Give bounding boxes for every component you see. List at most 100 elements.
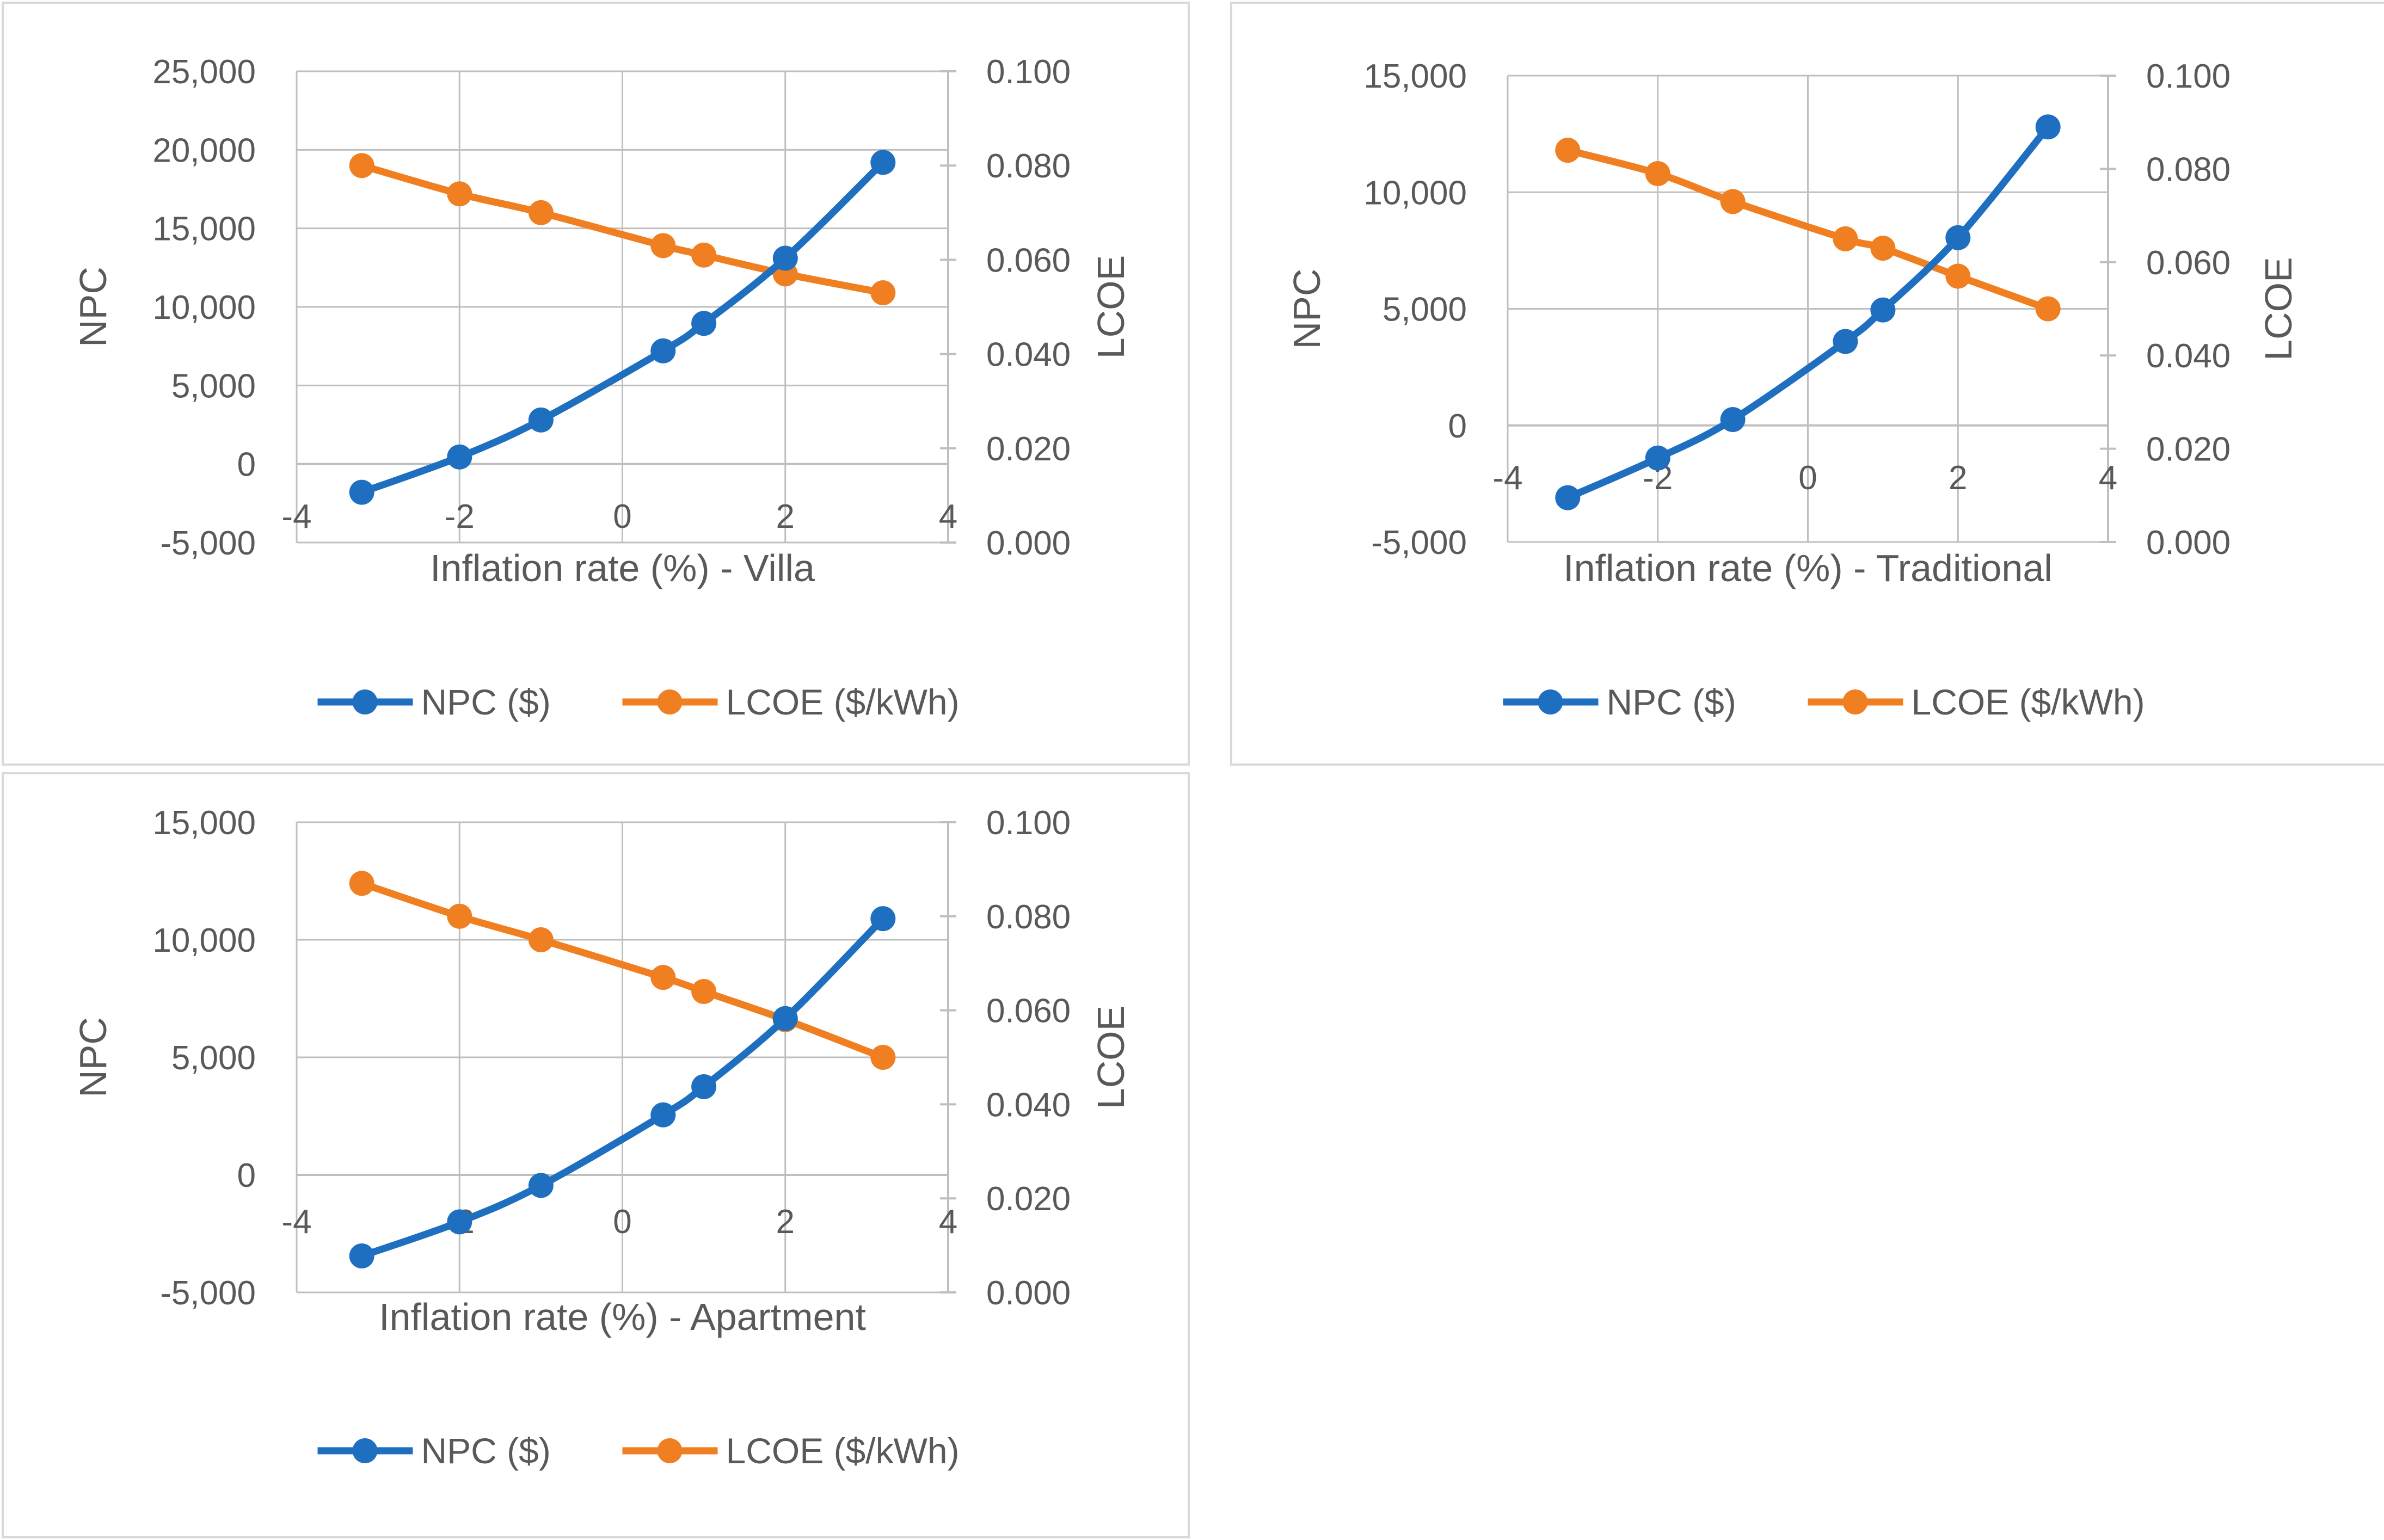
legend-lcoe-label: LCOE ($/kWh) [1912, 682, 2145, 722]
npc-data-point [1945, 225, 1971, 250]
y-tick-label: 25,000 [152, 53, 256, 91]
x-tick-label: 0 [1798, 459, 1817, 497]
y2-tick-label: 0.020 [2146, 431, 2231, 469]
y-axis-title: NPC [72, 1017, 114, 1098]
lcoe-data-point [870, 280, 896, 305]
x-tick-label: -2 [445, 498, 475, 535]
x-tick-label: 2 [1949, 459, 1967, 497]
npc-data-point [772, 245, 798, 271]
lcoe-data-point [349, 153, 374, 178]
npc-data-point [1555, 485, 1581, 510]
y2-tick-label: 0.020 [986, 1180, 1071, 1218]
x-axis-title: Inflation rate (%) - Villa [430, 547, 815, 589]
y2-axis-title: LCOE [1090, 255, 1132, 359]
lcoe-data-point [1645, 161, 1670, 186]
y-tick-label: 5,000 [171, 367, 256, 405]
y-tick-label: 0 [237, 446, 256, 484]
lcoe-data-point [1555, 138, 1581, 163]
y2-tick-label: 0.080 [2146, 151, 2231, 188]
legend-npc-marker [1538, 689, 1563, 714]
y-tick-label: 10,000 [1363, 174, 1467, 212]
y2-tick-label: 0.040 [2146, 337, 2231, 375]
legend-npc-marker [352, 1438, 378, 1463]
npc-data-point [349, 1243, 374, 1268]
lcoe-data-point [447, 181, 472, 207]
npc-data-point [1645, 445, 1670, 471]
legend-lcoe-marker [657, 689, 683, 714]
x-tick-label: 2 [776, 1203, 795, 1241]
lcoe-data-point [691, 979, 717, 1004]
legend-npc-label: NPC ($) [421, 1431, 551, 1471]
npc-data-point [1870, 297, 1896, 323]
lcoe-data-point [2035, 296, 2061, 322]
npc-data-point [1833, 329, 1858, 354]
npc-data-point [1720, 407, 1746, 432]
npc-data-point [870, 906, 896, 932]
lcoe-data-point [528, 200, 554, 225]
legend-npc-marker [352, 689, 378, 714]
y2-tick-label: 0.040 [986, 336, 1071, 374]
npc-data-point [447, 444, 472, 470]
npc-data-point [447, 1209, 472, 1235]
npc-data-point [870, 150, 896, 175]
x-axis-title: Inflation rate (%) - Apartment [379, 1296, 866, 1338]
legend-npc-label: NPC ($) [421, 682, 551, 722]
y-tick-label: -5,000 [1371, 524, 1467, 562]
y-tick-label: 0 [237, 1157, 256, 1194]
lcoe-data-point [447, 903, 472, 929]
legend-npc-label: NPC ($) [1607, 682, 1736, 722]
y-tick-label: 5,000 [1383, 291, 1467, 329]
x-tick-label: -4 [281, 498, 311, 535]
x-tick-label: 2 [776, 498, 795, 535]
chart-frame [2, 2, 1190, 766]
lcoe-data-point [650, 965, 676, 990]
legend-lcoe-marker [657, 1438, 683, 1463]
y-tick-label: -5,000 [160, 1274, 256, 1312]
npc-data-point [650, 1102, 676, 1128]
y2-axis-title: LCOE [2257, 257, 2300, 361]
lcoe-data-point [1720, 189, 1746, 214]
x-tick-label: 0 [613, 498, 631, 535]
y-axis-title: NPC [72, 267, 114, 347]
chart-2: 15,000 10,000 5,000 0 -5,000 0.100 0.080 0.060 0… [1230, 2, 2384, 766]
x-axis-title: Inflation rate (%) - Traditional [1563, 547, 2053, 589]
lcoe-data-point [650, 233, 676, 258]
y-tick-label: 15,000 [1363, 58, 1467, 95]
npc-data-point [528, 1173, 554, 1198]
y-tick-label: 15,000 [152, 211, 256, 248]
y2-tick-label: 0.080 [986, 898, 1071, 936]
y2-tick-label: 0.020 [986, 430, 1071, 468]
y2-tick-label: 0.100 [986, 53, 1071, 91]
legend-lcoe-label: LCOE ($/kWh) [726, 682, 960, 722]
lcoe-data-point [1945, 263, 1971, 289]
x-tick-label: 4 [939, 498, 957, 535]
npc-data-point [528, 407, 554, 433]
y2-tick-label: 0.060 [986, 993, 1071, 1030]
y-tick-label: 0 [1448, 408, 1467, 445]
npc-data-point [650, 338, 676, 364]
npc-data-point [691, 1074, 717, 1099]
y-tick-label: 10,000 [152, 289, 256, 327]
lcoe-data-point [1833, 226, 1858, 251]
chart-3: 15,000 10,000 5,000 0 -5,000 0.100 0.080 0.060 0… [2, 772, 1190, 1538]
y2-axis-title: LCOE [1090, 1006, 1132, 1110]
lcoe-data-point [1870, 236, 1896, 261]
lcoe-data-point [349, 871, 374, 896]
x-tick-label: -4 [281, 1203, 311, 1241]
y2-tick-label: 0.060 [986, 242, 1071, 279]
y2-tick-label: 0.000 [986, 525, 1071, 562]
chart-1: 25,000 20,000 15,000 10,000 5,000 0 -5,000 0.10… [2, 2, 1190, 766]
y2-tick-label: 0.000 [986, 1274, 1071, 1312]
npc-data-point [772, 1006, 798, 1031]
x-tick-label: 0 [613, 1203, 631, 1241]
npc-data-point [349, 479, 374, 505]
lcoe-data-point [528, 927, 554, 952]
x-tick-label: 4 [2099, 459, 2117, 497]
y-axis-title: NPC [1286, 269, 1328, 349]
y-tick-label: 10,000 [152, 922, 256, 959]
y-tick-label: 15,000 [152, 804, 256, 842]
y2-tick-label: 0.000 [2146, 524, 2231, 562]
y2-tick-label: 0.080 [986, 147, 1071, 185]
legend-lcoe-marker [1842, 689, 1868, 714]
